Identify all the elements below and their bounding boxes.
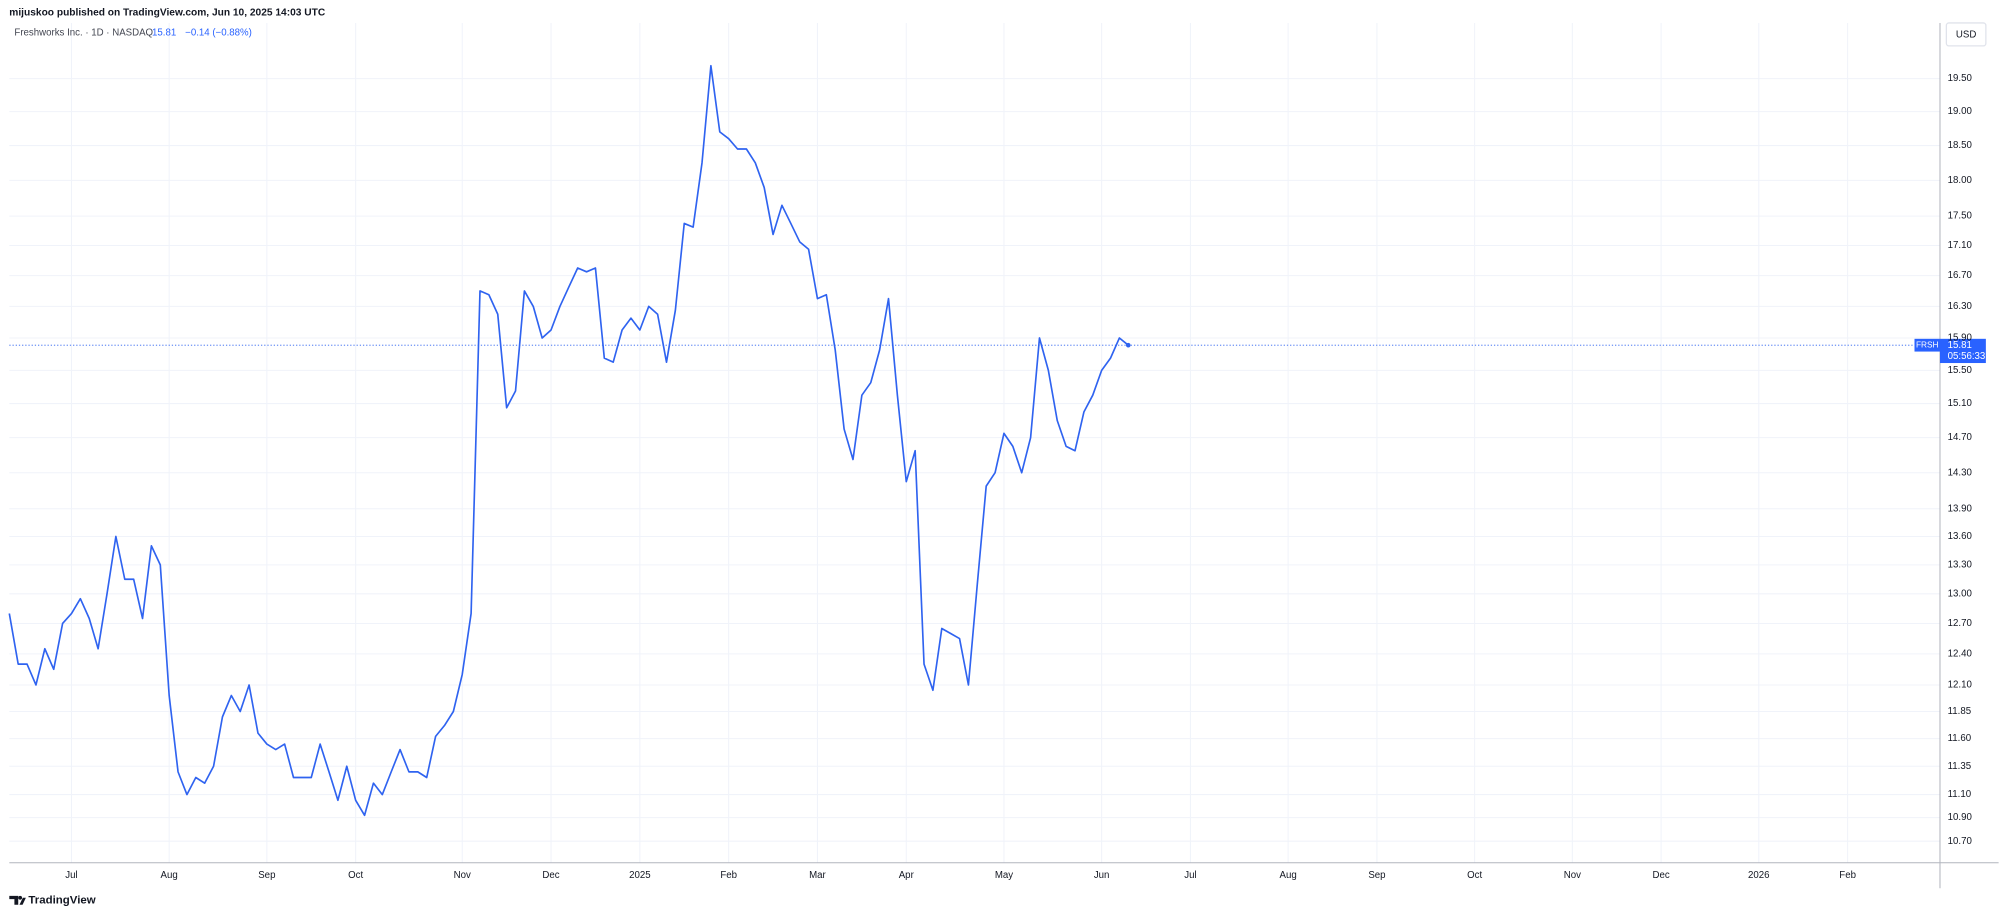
x-tick-label: Oct xyxy=(348,870,363,881)
y-tick-label: 15.50 xyxy=(1948,365,1972,376)
y-tick-label: 12.70 xyxy=(1948,618,1972,629)
x-tick-label: Dec xyxy=(542,870,559,881)
x-tick-label: Jun xyxy=(1094,870,1110,881)
y-tick-label: 18.00 xyxy=(1948,175,1972,186)
y-tick-label: 15.10 xyxy=(1948,398,1972,409)
x-tick-label: Apr xyxy=(899,870,915,881)
y-tick-label: 13.30 xyxy=(1948,559,1972,570)
y-tick-label: 13.90 xyxy=(1948,503,1972,514)
y-tick-label: 14.30 xyxy=(1948,467,1972,478)
price-badge xyxy=(1939,338,1986,364)
currency-button[interactable] xyxy=(1945,22,1987,47)
logo-mark xyxy=(9,895,19,905)
x-tick-label: Sep xyxy=(258,870,275,881)
x-tick-label: Aug xyxy=(1280,870,1297,881)
y-tick-label: 17.50 xyxy=(1948,211,1972,222)
x-tick-label: Jul xyxy=(65,870,77,881)
y-tick-label: 10.70 xyxy=(1948,836,1972,847)
x-tick-label: May xyxy=(995,870,1013,881)
x-tick-label: Mar xyxy=(809,870,826,881)
y-tick-label: 12.10 xyxy=(1948,680,1972,691)
x-tick-label: Jul xyxy=(1184,870,1196,881)
x-tick-label: Sep xyxy=(1368,870,1385,881)
x-tick-label: Feb xyxy=(720,870,737,881)
y-tick-label: 18.50 xyxy=(1948,140,1972,151)
legend-price: 15.81 xyxy=(152,28,176,39)
x-tick-label: Nov xyxy=(454,870,471,881)
y-tick-label: 11.85 xyxy=(1948,706,1972,717)
x-tick-label: Aug xyxy=(161,870,178,881)
y-tick-label: 11.60 xyxy=(1948,733,1972,744)
x-tick-label: Nov xyxy=(1564,870,1581,881)
price-badge-label: 15.81 xyxy=(1948,340,1972,351)
legend-change: −0.14 (−0.88%) xyxy=(185,28,252,39)
y-tick-label: 12.40 xyxy=(1948,648,1972,659)
last-point xyxy=(1125,342,1131,348)
countdown-label: 05:56:33 xyxy=(1948,351,1986,362)
symbol-label: FRSH xyxy=(1916,340,1939,349)
y-tick-label: 16.30 xyxy=(1948,301,1972,312)
y-tick-label: 11.35 xyxy=(1948,761,1972,772)
y-tick-label: 14.70 xyxy=(1948,432,1972,443)
y-tick-label: 16.70 xyxy=(1948,270,1972,281)
y-tick-label: 19.50 xyxy=(1948,73,1972,84)
legend-title: Freshworks Inc. · 1D · NASDAQ xyxy=(14,28,153,39)
y-tick-label: 10.90 xyxy=(1948,812,1972,823)
y-tick-label: 13.00 xyxy=(1948,588,1972,599)
price-line xyxy=(8,64,1129,817)
grid xyxy=(9,22,1940,863)
x-tick-label: Dec xyxy=(1653,870,1670,881)
x-tick-label: 2025 xyxy=(629,870,651,881)
publish-header: mijuskoo published on TradingView.com, J… xyxy=(9,7,326,18)
currency-label[interactable]: USD xyxy=(1956,30,1976,41)
y-tick-label: 11.10 xyxy=(1948,789,1972,800)
y-tick-label: 15.90 xyxy=(1948,333,1972,344)
x-tick-label: Oct xyxy=(1467,870,1482,881)
symbol-badge xyxy=(1914,338,1940,352)
footer-logo xyxy=(9,895,26,905)
logo-mark xyxy=(19,897,26,905)
footer-brand: TradingView xyxy=(28,894,95,906)
y-tick-label: 19.00 xyxy=(1948,106,1972,117)
x-tick-label: Feb xyxy=(1839,870,1856,881)
logo-dot xyxy=(18,895,23,900)
y-tick-label: 13.60 xyxy=(1948,531,1972,542)
x-tick-label: 2026 xyxy=(1748,870,1770,881)
y-tick-label: 17.10 xyxy=(1948,240,1972,251)
